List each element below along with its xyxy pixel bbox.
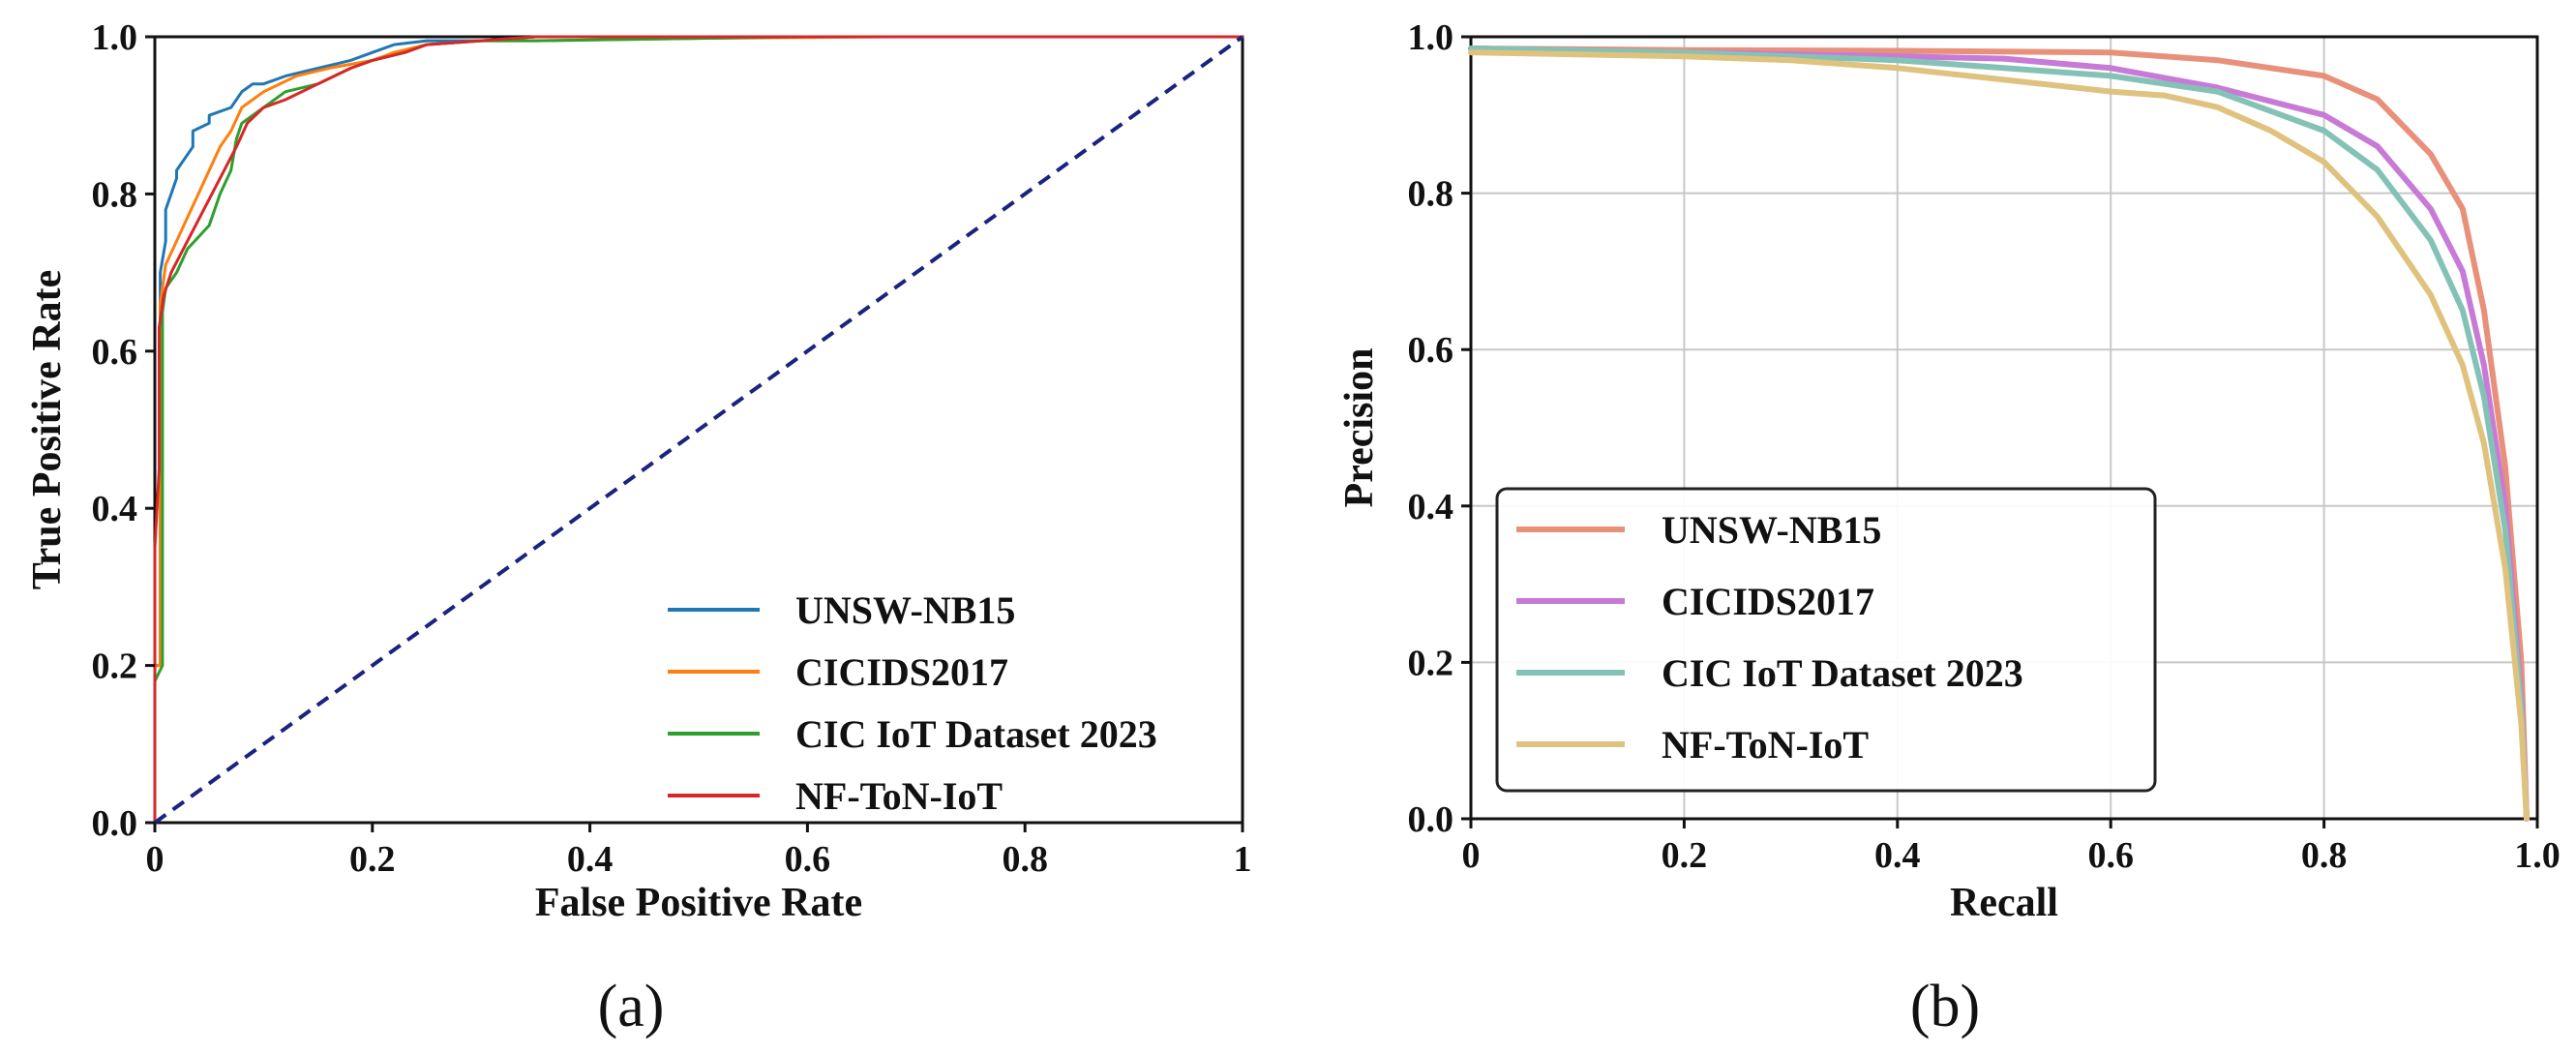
roc-legend-label: NF-ToN-IoT (795, 774, 1003, 818)
roc-ytick-label: 1.0 (92, 17, 138, 58)
pr-legend-label: CICIDS2017 (1662, 580, 1874, 623)
pr-ytick-label: 0.4 (1408, 487, 1454, 527)
roc-ylabel: True Positive Rate (25, 270, 70, 589)
roc-series-line-0 (153, 35, 798, 825)
pr-ylabel: Precision (1337, 348, 1382, 508)
roc-ytick-label: 0.6 (92, 332, 138, 373)
pr-legend: UNSW-NB15 CICIDS2017 CIC IoT Dataset 2023 N… (1495, 487, 2157, 793)
pr-ytick-label: 0.8 (1408, 174, 1454, 215)
pr-xtick-label: 0.4 (1874, 835, 1921, 876)
pr-series-line-1 (1468, 45, 2530, 822)
roc-xtick-label: 1 (1234, 839, 1252, 880)
roc-ytick-label: 0.4 (92, 489, 138, 529)
roc-legend-label: CICIDS2017 (795, 650, 1008, 694)
pr-xtick-label: 0.6 (2087, 835, 2134, 876)
pr-legend-label: CIC IoT Dataset 2023 (1662, 651, 2023, 695)
pr-xlabel: Recall (1950, 881, 2058, 925)
roc-series-line-2 (153, 35, 809, 825)
roc-legend-label: UNSW-NB15 (795, 588, 1015, 632)
roc-chart: 0 0.2 0.4 0.6 0.8 1 0.0 0.2 0.4 0.6 0.8 1.0 False P… (25, 17, 1252, 1039)
pr-xtick-label: 0.2 (1662, 835, 1708, 876)
panel-a-label: (a) (598, 974, 665, 1039)
pr-ytick-label: 0.6 (1408, 330, 1454, 371)
roc-series-line-chance (153, 35, 1244, 825)
roc-legend-label: CIC IoT Dataset 2023 (795, 712, 1157, 756)
pr-legend-label: NF-ToN-IoT (1662, 723, 1869, 767)
pr-legend-label: UNSW-NB15 (1662, 508, 1881, 552)
roc-ytick-label: 0.2 (92, 647, 138, 687)
roc-ytick-label: 0.8 (92, 174, 138, 215)
pr-series (1468, 45, 2530, 822)
pr-xtick-label: 0 (1462, 835, 1481, 876)
pr-plot-frame (1469, 35, 2539, 821)
roc-series-line-3 (153, 35, 1244, 825)
roc-legend: UNSW-NB15 CICIDS2017 CIC IoT Dataset 2023 N… (668, 588, 1157, 818)
roc-ticks: 0 0.2 0.4 0.6 0.8 1 0.0 0.2 0.4 0.6 0.8 1.0 (92, 17, 1252, 880)
roc-series-line-1 (153, 35, 896, 825)
pr-chart: 0 0.2 0.4 0.6 0.8 1.0 0.0 0.2 0.4 0.6 0.8 1.0 Recal… (1337, 17, 2561, 1039)
roc-xtick-label: 0.2 (349, 839, 396, 880)
pr-series-line-3 (1468, 49, 2530, 822)
pr-legend-frame (1495, 487, 2157, 793)
roc-xtick-label: 0.6 (785, 839, 831, 880)
pr-ytick-label: 1.0 (1408, 17, 1454, 58)
roc-xtick-label: 0.4 (567, 839, 614, 880)
roc-xtick-label: 0 (146, 839, 165, 880)
pr-ytick-label: 0.0 (1408, 799, 1454, 840)
pr-series-line-0 (1468, 45, 2530, 822)
pr-xtick-label: 0.8 (2301, 835, 2348, 876)
roc-ytick-label: 0.0 (92, 803, 138, 844)
roc-xtick-label: 0.8 (1002, 839, 1048, 880)
roc-xlabel: False Positive Rate (535, 881, 862, 925)
pr-ticks: 0 0.2 0.4 0.6 0.8 1.0 0.0 0.2 0.4 0.6 0.8 1.0 (1408, 17, 2561, 876)
pr-xtick-label: 1.0 (2514, 835, 2561, 876)
pr-series-line-2 (1468, 45, 2530, 822)
roc-series (153, 35, 1244, 825)
panel-b-label: (b) (1910, 974, 1980, 1039)
pr-ytick-label: 0.2 (1408, 643, 1454, 683)
